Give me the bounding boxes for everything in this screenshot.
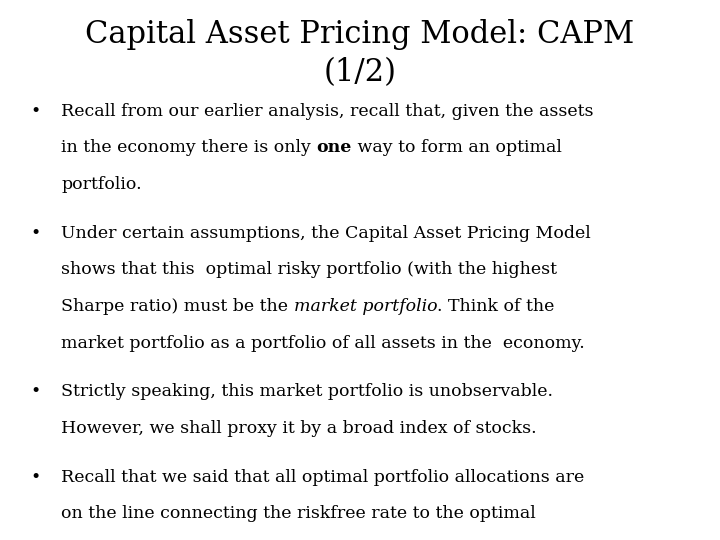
Text: way to form an optimal: way to form an optimal	[352, 139, 562, 156]
Text: Recall that we said that all optimal portfolio allocations are: Recall that we said that all optimal por…	[61, 469, 585, 485]
Text: portfolio.: portfolio.	[61, 176, 142, 193]
Text: on the line connecting the riskfree rate to the optimal: on the line connecting the riskfree rate…	[61, 505, 536, 522]
Text: •: •	[30, 383, 40, 400]
Text: •: •	[30, 103, 40, 119]
Text: (1/2): (1/2)	[323, 57, 397, 87]
Text: Sharpe ratio) must be the: Sharpe ratio) must be the	[61, 298, 294, 315]
Text: Under certain assumptions, the Capital Asset Pricing Model: Under certain assumptions, the Capital A…	[61, 225, 591, 241]
Text: •: •	[30, 225, 40, 241]
Text: market portfolio as a portfolio of all assets in the  economy.: market portfolio as a portfolio of all a…	[61, 335, 585, 352]
Text: in the economy there is only: in the economy there is only	[61, 139, 317, 156]
Text: shows that this  optimal risky portfolio (with the highest: shows that this optimal risky portfolio …	[61, 261, 557, 278]
Text: •: •	[30, 469, 40, 485]
Text: . Think of the: . Think of the	[437, 298, 554, 315]
Text: Capital Asset Pricing Model: CAPM: Capital Asset Pricing Model: CAPM	[86, 19, 634, 50]
Text: market portfolio: market portfolio	[294, 298, 437, 315]
Text: However, we shall proxy it by a broad index of stocks.: However, we shall proxy it by a broad in…	[61, 420, 537, 437]
Text: Recall from our earlier analysis, recall that, given the assets: Recall from our earlier analysis, recall…	[61, 103, 594, 119]
Text: one: one	[317, 139, 352, 156]
Text: Strictly speaking, this market portfolio is unobservable.: Strictly speaking, this market portfolio…	[61, 383, 553, 400]
